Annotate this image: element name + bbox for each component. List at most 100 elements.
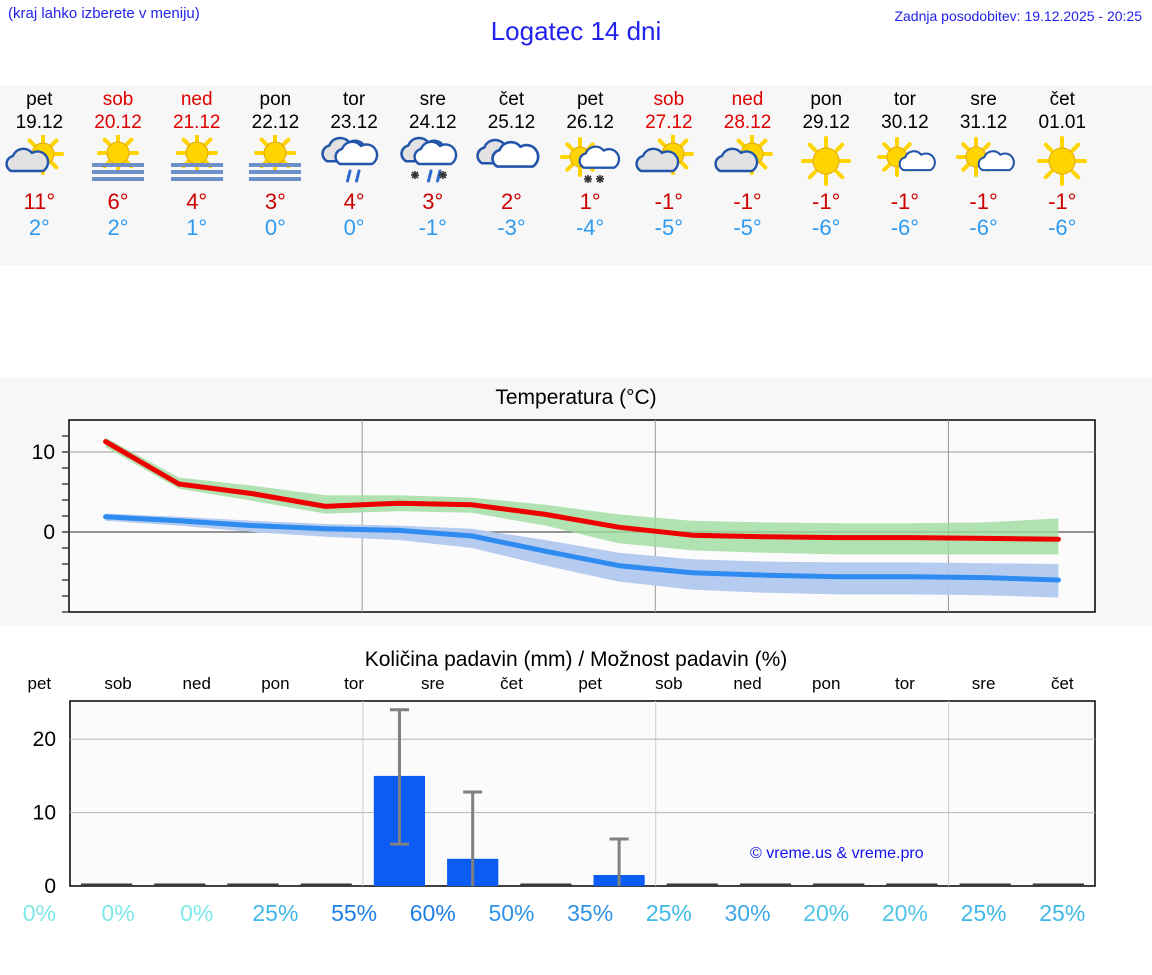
cloud-rain-snow-icon xyxy=(397,135,469,187)
precipitation-probability: 25% xyxy=(252,900,299,926)
day-date: 01.01 xyxy=(1038,112,1087,133)
precipitation-day-label: čet xyxy=(1050,674,1074,693)
max-temperature: 1° xyxy=(579,189,601,214)
day-column[interactable]: pon 29.12 -1° -6° xyxy=(787,85,866,265)
sun-cloud-snow-icon xyxy=(554,135,626,187)
min-temperature: 0° xyxy=(264,215,286,240)
day-date: 24.12 xyxy=(409,112,457,133)
min-temperature: -6° xyxy=(890,215,920,240)
precipitation-day-label: pet xyxy=(578,674,602,693)
precipitation-probability: 25% xyxy=(645,900,692,926)
day-name: sre xyxy=(970,89,997,110)
page-title: Logatec 14 dni xyxy=(490,16,662,46)
daily-forecast-strip: pet 19.12 11° 2° sob 20.12 6° 2° ned 21.12 4° 1° po… xyxy=(0,85,1152,265)
min-temperature: 2° xyxy=(107,215,129,240)
day-date: 25.12 xyxy=(487,112,536,133)
precipitation-probability: 0% xyxy=(101,900,135,926)
max-temperature: 6° xyxy=(107,189,129,214)
precipitation-probability: 25% xyxy=(1039,900,1086,926)
copyright-text: © vreme.us & vreme.pro xyxy=(750,845,924,862)
max-temperature: -1° xyxy=(969,189,998,214)
overcast-cloud-icon xyxy=(475,135,547,187)
min-temperature: -1° xyxy=(418,215,447,240)
precipitation-chart-title: Količina padavin (mm) / Možnost padavin … xyxy=(364,648,788,671)
day-date: 30.12 xyxy=(881,112,929,133)
max-temperature: -1° xyxy=(733,189,762,214)
precipitation-day-label: pon xyxy=(261,674,290,693)
precipitation-chart-svg: 20 10 0 xyxy=(33,700,1096,898)
day-column[interactable]: pon 22.12 3° 0° xyxy=(236,85,315,265)
day-date: 31.12 xyxy=(959,112,1008,133)
day-column[interactable]: ned 21.12 4° 1° xyxy=(157,85,236,265)
precipitation-probability: 0% xyxy=(180,900,214,926)
sun-fog-icon xyxy=(239,135,311,187)
max-temperature: 3° xyxy=(422,189,444,214)
precipitation-day-label: sob xyxy=(655,674,683,693)
min-temperature: -5° xyxy=(654,215,684,240)
precipitation-probability: 20% xyxy=(881,900,928,926)
day-column[interactable]: pet 19.12 11° 2° xyxy=(0,85,79,265)
precipitation-day-label: ned xyxy=(733,674,762,693)
precipitation-day-label: pet xyxy=(27,674,52,693)
precipitation-day-label: sob xyxy=(104,674,132,693)
sun-fog-icon xyxy=(82,135,154,187)
precipitation-day-label: pon xyxy=(812,674,841,693)
sun-cloud-icon xyxy=(633,135,705,187)
day-name: ned xyxy=(180,89,213,110)
sun-cloud-icon xyxy=(712,135,784,187)
day-date: 27.12 xyxy=(645,112,693,133)
precipitation-day-label: čet xyxy=(500,674,523,693)
day-column[interactable]: sob 27.12 -1° -5° xyxy=(630,85,709,265)
precipitation-day-label: tor xyxy=(894,674,915,693)
day-date: 19.12 xyxy=(15,112,64,133)
day-column[interactable]: tor 23.12 4° 0° xyxy=(315,85,394,265)
day-date: 20.12 xyxy=(94,112,142,133)
precipitation-probability-labels: 0% 0% 0% 25% 55% 60% 50% 35% 25% 30% 20% 20% 25% 25% xyxy=(0,900,1152,927)
precipitation-chart: Količina padavin (mm) / Možnost padavin … xyxy=(0,640,1152,940)
day-name: pet xyxy=(576,89,604,110)
day-column[interactable]: sob 20.12 6° 2° xyxy=(79,85,158,265)
page-header: (kraj lahko izberete v meniju) Logatec 1… xyxy=(0,0,1152,62)
precipitation-probability: 25% xyxy=(960,900,1007,926)
day-name: pon xyxy=(259,89,292,110)
day-name: pet xyxy=(26,89,53,110)
day-name: tor xyxy=(893,89,916,110)
max-temperature: -1° xyxy=(654,189,684,214)
temperature-chart-title: Temperatura (°C) xyxy=(495,386,657,409)
precipitation-probability: 35% xyxy=(567,900,614,926)
precipitation-probability: 60% xyxy=(409,900,456,926)
day-name: sob xyxy=(653,89,685,110)
min-temperature: -5° xyxy=(733,215,762,240)
min-temperature: -4° xyxy=(575,215,605,240)
day-column[interactable]: ned 28.12 -1° -5° xyxy=(708,85,787,265)
min-temperature: -3° xyxy=(497,215,526,240)
day-name: sob xyxy=(102,89,134,110)
day-column[interactable]: tor 30.12 -1° -6° xyxy=(866,85,945,265)
svg-text:0: 0 xyxy=(44,875,56,898)
precipitation-probability: 30% xyxy=(724,900,771,926)
sun-icon xyxy=(790,135,862,187)
precipitation-probability: 55% xyxy=(331,900,378,926)
temperature-chart-svg: 10 0 xyxy=(32,419,1096,613)
sun-cloud-small-icon xyxy=(869,135,941,187)
day-date: 23.12 xyxy=(330,112,378,133)
day-column[interactable]: sre 31.12 -1° -6° xyxy=(944,85,1023,265)
precipitation-day-label: sre xyxy=(420,674,445,693)
day-column[interactable]: čet 01.01 -1° -6° xyxy=(1023,85,1102,265)
min-temperature: -6° xyxy=(812,215,841,240)
min-temperature: 2° xyxy=(28,215,50,240)
day-date: 26.12 xyxy=(566,112,614,133)
day-column[interactable]: pet 26.12 1° -4° xyxy=(551,85,630,265)
day-column[interactable]: čet 25.12 2° -3° xyxy=(472,85,551,265)
max-temperature: -1° xyxy=(890,189,920,214)
min-temperature: -6° xyxy=(969,215,998,240)
svg-text:10: 10 xyxy=(32,441,55,464)
precipitation-probability: 20% xyxy=(803,900,850,926)
svg-text:20: 20 xyxy=(33,728,56,751)
max-temperature: 3° xyxy=(264,189,286,214)
precipitation-day-label: ned xyxy=(182,674,211,693)
day-name: sre xyxy=(419,89,446,110)
last-update-text: Zadnja posodobitev: 19.12.2025 - 20:25 xyxy=(894,8,1142,24)
max-temperature: 2° xyxy=(500,189,522,214)
day-column[interactable]: sre 24.12 3° -1° xyxy=(393,85,472,265)
